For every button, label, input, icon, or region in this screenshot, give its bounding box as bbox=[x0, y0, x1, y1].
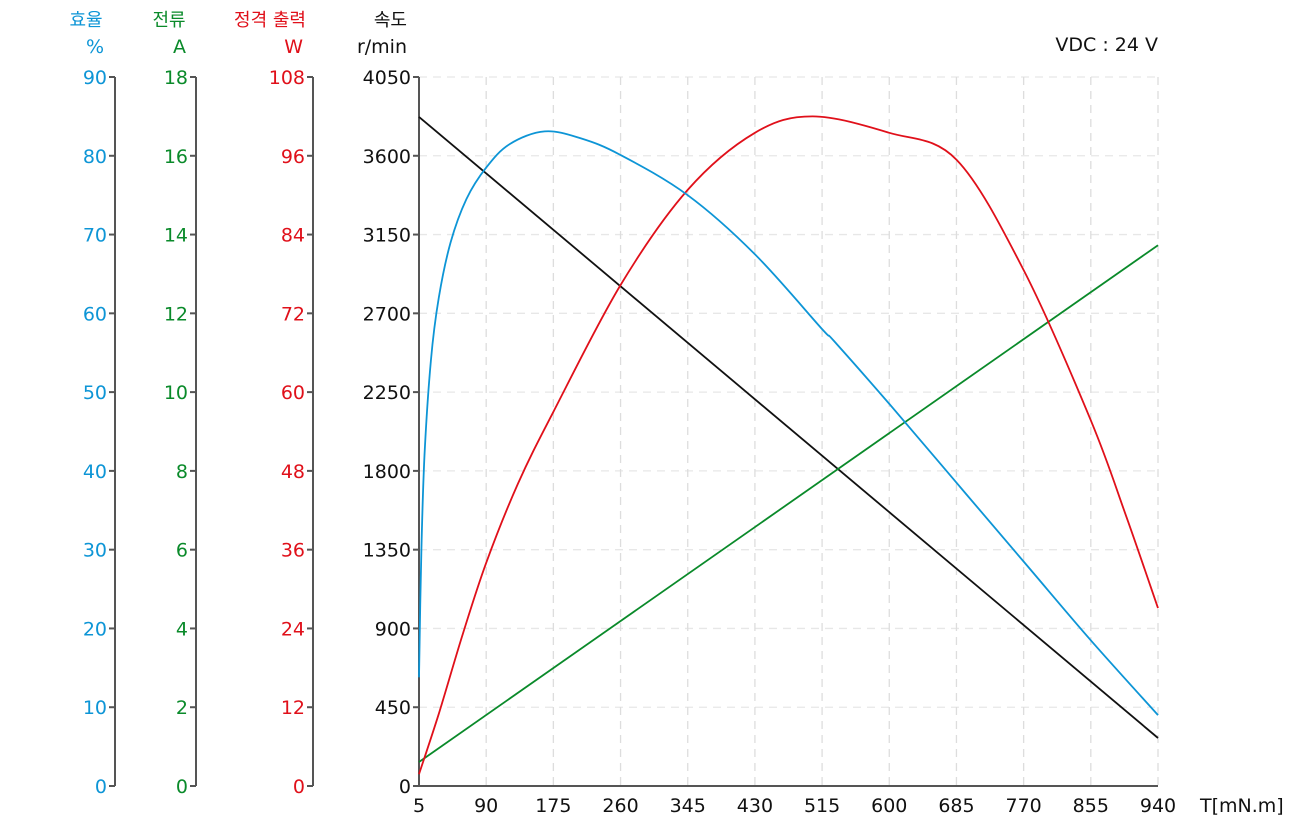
torque-tick-label: 90 bbox=[474, 795, 498, 817]
curves bbox=[418, 115, 1159, 775]
power-axis-unit: W bbox=[284, 36, 303, 58]
torque-tick-label: 600 bbox=[871, 795, 907, 817]
current-axis-title: 전류 bbox=[152, 10, 185, 31]
speed-axis-unit: r/min bbox=[357, 36, 407, 58]
power-tick-label: 36 bbox=[281, 540, 305, 562]
power-tick-label: 48 bbox=[281, 461, 305, 483]
efficiency-tick-label: 70 bbox=[83, 225, 107, 247]
x-axis-label: T[mN.m] bbox=[1199, 795, 1284, 817]
power-tick-label: 12 bbox=[281, 697, 305, 719]
grid-lines bbox=[419, 76, 1159, 786]
torque-tick-label: 685 bbox=[938, 795, 974, 817]
current-tick-label: 8 bbox=[176, 461, 188, 483]
efficiency-axis-unit: % bbox=[86, 36, 104, 58]
speed-tick-label: 450 bbox=[375, 697, 411, 719]
efficiency-tick-label: 50 bbox=[83, 382, 107, 404]
power-tick-label: 108 bbox=[269, 67, 305, 89]
power-tick-label: 24 bbox=[281, 618, 305, 640]
speed-tick-label: 1350 bbox=[363, 540, 411, 562]
current-tick-label: 2 bbox=[176, 697, 188, 719]
current-tick-label: 10 bbox=[164, 382, 188, 404]
current-tick-label: 16 bbox=[164, 146, 188, 168]
torque-tick-label: 430 bbox=[737, 795, 773, 817]
torque-tick-label: 175 bbox=[535, 795, 571, 817]
efficiency-tick-label: 60 bbox=[83, 303, 107, 325]
voltage-annotation: VDC : 24 V bbox=[1055, 34, 1158, 56]
torque-tick-label: 515 bbox=[804, 795, 840, 817]
torque-tick-label: 345 bbox=[670, 795, 706, 817]
power-tick-label: 84 bbox=[281, 225, 305, 247]
efficiency-axis-title: 효율 bbox=[69, 10, 102, 31]
axes: 0102030405060708090024681012141618012243… bbox=[83, 67, 1176, 817]
current-tick-label: 12 bbox=[164, 303, 188, 325]
current-tick-label: 6 bbox=[176, 540, 188, 562]
speed-tick-label: 3600 bbox=[363, 146, 411, 168]
current-axis-unit: A bbox=[173, 36, 186, 58]
power-tick-label: 96 bbox=[281, 146, 305, 168]
speed-tick-label: 0 bbox=[399, 776, 411, 798]
efficiency-tick-label: 10 bbox=[83, 697, 107, 719]
efficiency-tick-label: 30 bbox=[83, 540, 107, 562]
speed-curve bbox=[418, 116, 1159, 739]
efficiency-tick-label: 80 bbox=[83, 146, 107, 168]
current-tick-label: 18 bbox=[164, 67, 188, 89]
efficiency-tick-label: 90 bbox=[83, 67, 107, 89]
speed-axis-title: 속도 bbox=[374, 10, 407, 31]
efficiency-tick-label: 0 bbox=[95, 776, 107, 798]
power-axis-title: 정격 출력 bbox=[234, 10, 306, 31]
power-curve bbox=[418, 115, 1159, 775]
efficiency-tick-label: 40 bbox=[83, 461, 107, 483]
power-tick-label: 72 bbox=[281, 303, 305, 325]
speed-tick-label: 2250 bbox=[363, 382, 411, 404]
current-tick-label: 0 bbox=[176, 776, 188, 798]
speed-tick-label: 2700 bbox=[363, 303, 411, 325]
current-curve bbox=[418, 244, 1159, 763]
current-tick-label: 14 bbox=[164, 225, 188, 247]
speed-tick-label: 4050 bbox=[363, 67, 411, 89]
power-tick-label: 0 bbox=[293, 776, 305, 798]
torque-tick-label: 5 bbox=[413, 795, 425, 817]
torque-tick-label: 855 bbox=[1073, 795, 1109, 817]
torque-tick-label: 770 bbox=[1006, 795, 1042, 817]
power-tick-label: 60 bbox=[281, 382, 305, 404]
speed-tick-label: 1800 bbox=[363, 461, 411, 483]
efficiency-curve bbox=[418, 130, 1159, 716]
current-tick-label: 4 bbox=[176, 618, 188, 640]
speed-tick-label: 3150 bbox=[363, 225, 411, 247]
speed-tick-label: 900 bbox=[375, 618, 411, 640]
efficiency-tick-label: 20 bbox=[83, 618, 107, 640]
torque-tick-label: 260 bbox=[602, 795, 638, 817]
torque-tick-label: 940 bbox=[1140, 795, 1176, 817]
